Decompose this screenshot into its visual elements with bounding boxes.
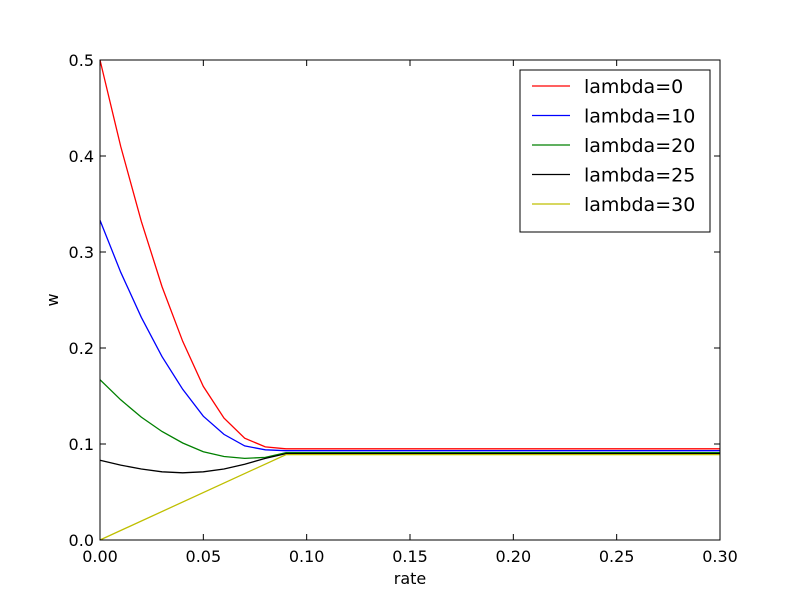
y-tick-label: 0.5	[69, 51, 94, 70]
y-tick-label: 0.0	[69, 531, 94, 550]
x-tick-label: 0.10	[289, 547, 325, 566]
y-axis-label: w	[43, 293, 62, 306]
legend-label-1: lambda=10	[584, 106, 695, 128]
legend-box	[519, 69, 711, 233]
x-tick-label: 0.00	[82, 547, 118, 566]
legend-label-4: lambda=30	[584, 194, 695, 216]
legend-label-2: lambda=20	[584, 135, 695, 157]
y-tick-label: 0.1	[69, 435, 94, 454]
y-tick-label: 0.2	[69, 339, 94, 358]
legend-label-0: lambda=0	[584, 76, 683, 98]
x-axis-label: rate	[394, 569, 427, 588]
x-tick-label: 0.15	[392, 547, 428, 566]
series-layer	[99, 59, 720, 541]
y-tick-label: 0.3	[69, 243, 94, 262]
ticks-layer: 0.00 0.05 0.10 0.15 0.20 0.25 0.30 0.0 0.1 0.2 0.3…	[69, 51, 738, 566]
series-line-4	[99, 453, 720, 541]
series-line-1	[99, 220, 720, 452]
y-tick-label: 0.4	[69, 147, 94, 166]
x-tick-label: 0.20	[496, 547, 532, 566]
x-tick-label: 0.25	[599, 547, 635, 566]
legend: lambda=0 lambda=10 lambda=20 lambda=25 lambd…	[519, 69, 711, 233]
x-tick-label: 0.05	[186, 547, 222, 566]
legend-label-3: lambda=25	[584, 165, 695, 187]
x-tick-label: 0.30	[702, 547, 738, 566]
series-line-2	[99, 379, 720, 460]
series-line-3	[99, 452, 720, 474]
series-line-0	[99, 59, 720, 450]
